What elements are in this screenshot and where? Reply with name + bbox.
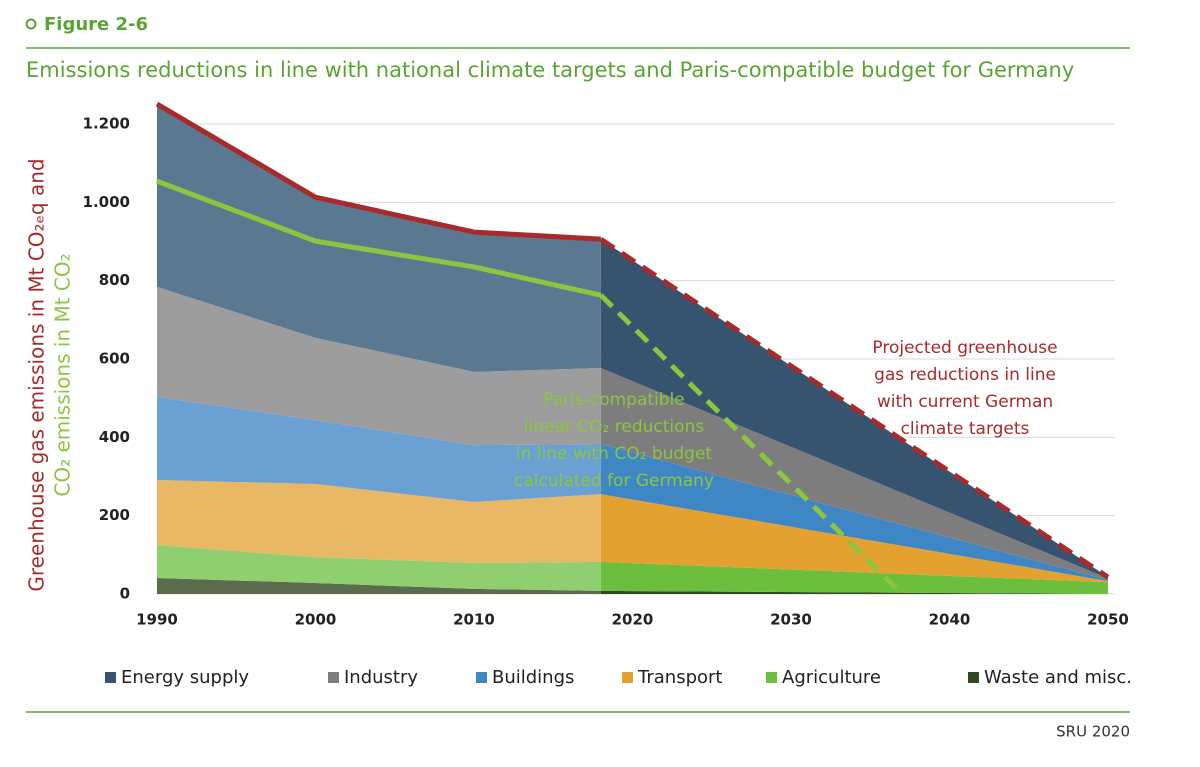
area-historical [157, 480, 601, 564]
legend-swatch [766, 672, 777, 683]
x-tick-label: 2020 [612, 611, 654, 629]
figure-bullet [25, 18, 37, 30]
x-tick-label: 2050 [1087, 611, 1129, 629]
legend-label: Energy supply [121, 667, 249, 688]
y-axis-label: Greenhouse gas emissions in Mt CO₂ₑq and [25, 158, 49, 591]
area-historical [157, 577, 601, 594]
y-tick-label: 800 [99, 271, 130, 289]
legend-label: Transport [637, 667, 722, 688]
legend-label: Agriculture [782, 667, 881, 688]
annotation: Paris-compatible [543, 390, 685, 410]
x-tick-label: 1990 [136, 611, 178, 629]
line [156, 178, 602, 298]
legend-label: Buildings [492, 667, 574, 688]
plot: 0 200 400 600 800 1.000 1.200 1990 2000 2010 2020 2… [25, 101, 1132, 688]
source: SRU 2020 [1056, 723, 1130, 741]
annotation: Projected greenhouse [872, 338, 1057, 358]
annotation: in line with CO₂ budget [516, 444, 713, 464]
y-tick-label: 1.000 [83, 193, 130, 211]
y-tick-label: 1.200 [83, 115, 130, 133]
chart-title: Emissions reductions in line with nation… [26, 58, 1074, 82]
projected-line [599, 237, 1110, 580]
area-projected [600, 590, 1108, 594]
area-historical [157, 396, 601, 502]
annotation: calculated for Germany [514, 471, 714, 491]
annotation: gas reductions in line [874, 365, 1056, 385]
legend-swatch [622, 672, 633, 683]
legend-label: Industry [344, 667, 418, 688]
area-historical [157, 286, 601, 446]
line [155, 101, 601, 242]
area-projected [600, 443, 1108, 582]
annotation: climate targets [901, 419, 1030, 439]
y-tick-label: 600 [99, 350, 130, 368]
figure-label: Figure 2-6 [44, 14, 148, 35]
area-historical [157, 545, 601, 591]
x-tick-label: 2010 [453, 611, 495, 629]
annotation: with current German [877, 392, 1053, 412]
legend-swatch [968, 672, 979, 683]
legend-swatch [328, 672, 339, 683]
y-tick-label: 0 [120, 585, 130, 603]
legend-label: Waste and misc. [984, 667, 1132, 688]
area-projected [600, 494, 1108, 583]
y-axis-label: CO₂ emissions in Mt CO₂ [51, 253, 75, 496]
annotation: linear CO₂ reductions [524, 417, 705, 437]
y-tick-label: 400 [99, 428, 130, 446]
projected-line [599, 293, 904, 596]
x-tick-label: 2000 [295, 611, 337, 629]
y-tick-label: 200 [99, 506, 130, 524]
area-projected [600, 561, 1108, 594]
x-tick-label: 2040 [929, 611, 971, 629]
x-tick-label: 2030 [770, 611, 812, 629]
legend-swatch [476, 672, 487, 683]
legend-swatch [105, 672, 116, 683]
